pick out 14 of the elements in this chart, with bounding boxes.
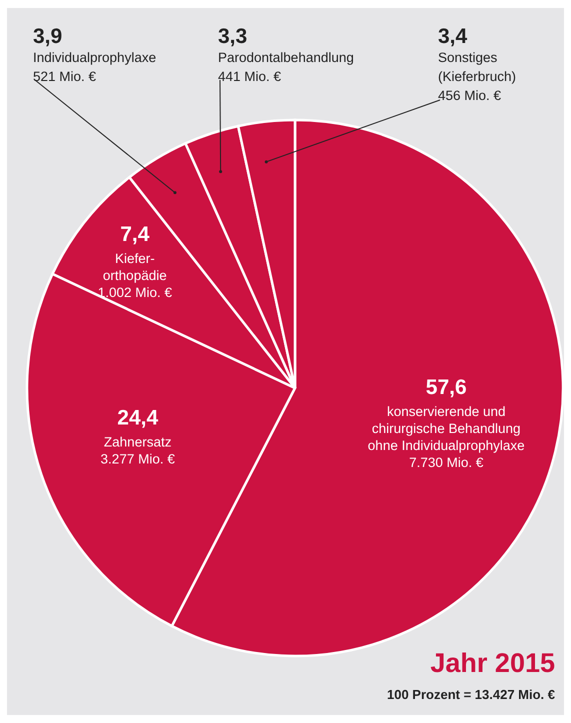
- text: 100 Prozent = 13.427 Mio. €: [387, 687, 555, 702]
- data-label: 3,9: [33, 25, 62, 48]
- text: Jahr 2015: [429, 648, 555, 679]
- data-label: 3,4: [438, 25, 468, 48]
- data-label: 7,4: [120, 222, 150, 246]
- slice-label: Sonstiges (Kieferbruch) 456 Mio. €: [438, 50, 516, 103]
- slice-label: Individualprophylaxe 521 Mio. €: [33, 50, 156, 84]
- data-label: 57,6: [426, 376, 467, 400]
- slice-label: Parodontalbehandlung 441 Mio. €: [218, 50, 354, 84]
- slice-label: konservierende und chirurgische Behandlung ohne Individualprophylaxe 7.730 Mio. €: [368, 404, 525, 470]
- slice-label: Kiefer- orthopädie 1.002 Mio. €: [98, 250, 172, 300]
- slice-label: Zahnersatz 3.277 Mio. €: [100, 434, 176, 467]
- data-label: 24,4: [117, 406, 158, 430]
- data-label: 3,3: [218, 25, 248, 48]
